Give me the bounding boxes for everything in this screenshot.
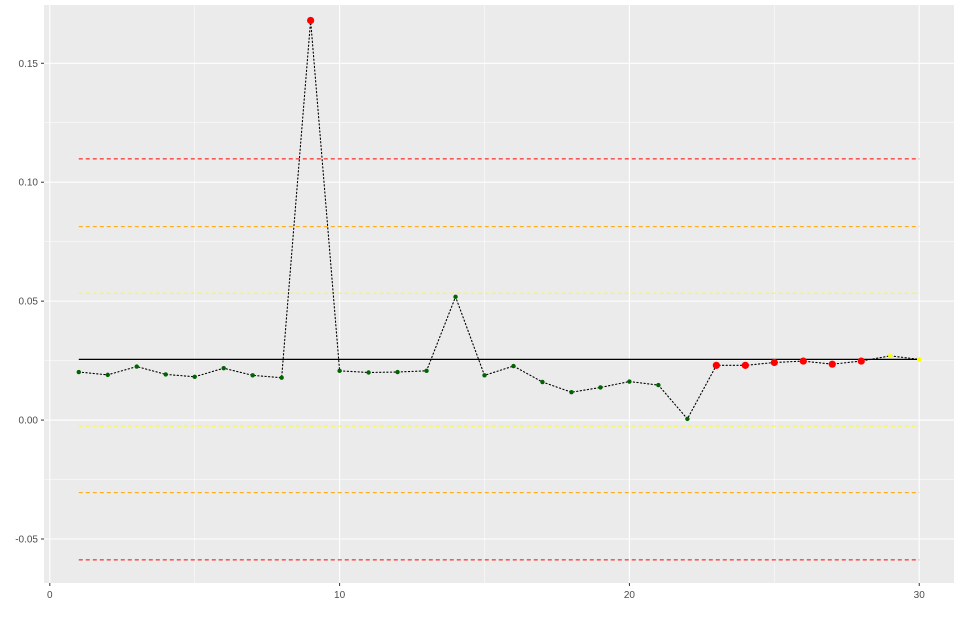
data-point-24 [741,361,749,369]
data-point-16 [511,363,516,369]
data-point-28 [857,357,865,365]
y-tick-label: 0.15 [19,59,39,70]
series-path-0 [78,20,920,420]
data-point-27 [828,360,836,368]
data-point-26 [799,357,807,365]
plot-panel [44,5,954,583]
reference-lines [78,158,920,561]
x-tick-label: 0 [47,590,53,601]
major-grid [44,5,954,583]
data-point-8 [279,375,284,380]
data-point-4 [163,372,168,377]
y-tick-label: -0.05 [15,534,38,545]
data-point-11 [366,370,371,375]
data-point-17 [540,379,545,385]
data-point-15 [482,373,487,378]
minor-grid [44,5,954,583]
x-tick-label: 20 [624,590,636,601]
data-point-20 [627,379,632,384]
data-point-10 [337,368,342,374]
y-tick-label: 0.05 [19,297,39,308]
data-point-21 [656,382,661,388]
data-point-7 [250,373,255,378]
data-point-22 [685,416,690,422]
x-axis: 0 10 20 30 [47,583,925,601]
data-point-29 [888,353,893,359]
x-tick-label: 10 [334,590,346,601]
data-point-14 [453,294,458,300]
data-point-1 [76,369,81,375]
x-tick-label: 30 [914,590,926,601]
data-point-3 [134,364,139,369]
data-point-2 [105,372,110,378]
data-point-6 [221,366,226,371]
data-point-5 [192,374,197,379]
data-point-30 [917,357,922,362]
data-point-13 [424,368,429,374]
y-tick-label: 0.00 [19,416,39,427]
data-point-19 [598,385,603,390]
data-point-12 [395,369,400,375]
data-point-18 [569,390,574,395]
data-point-25 [770,358,778,367]
data-points [76,16,922,422]
y-axis: -0.05 0.00 0.05 0.10 0.15 [15,59,44,545]
series-line [78,20,920,420]
data-point-9 [307,16,315,25]
y-tick-label: 0.10 [19,178,39,189]
data-point-23 [712,361,720,369]
